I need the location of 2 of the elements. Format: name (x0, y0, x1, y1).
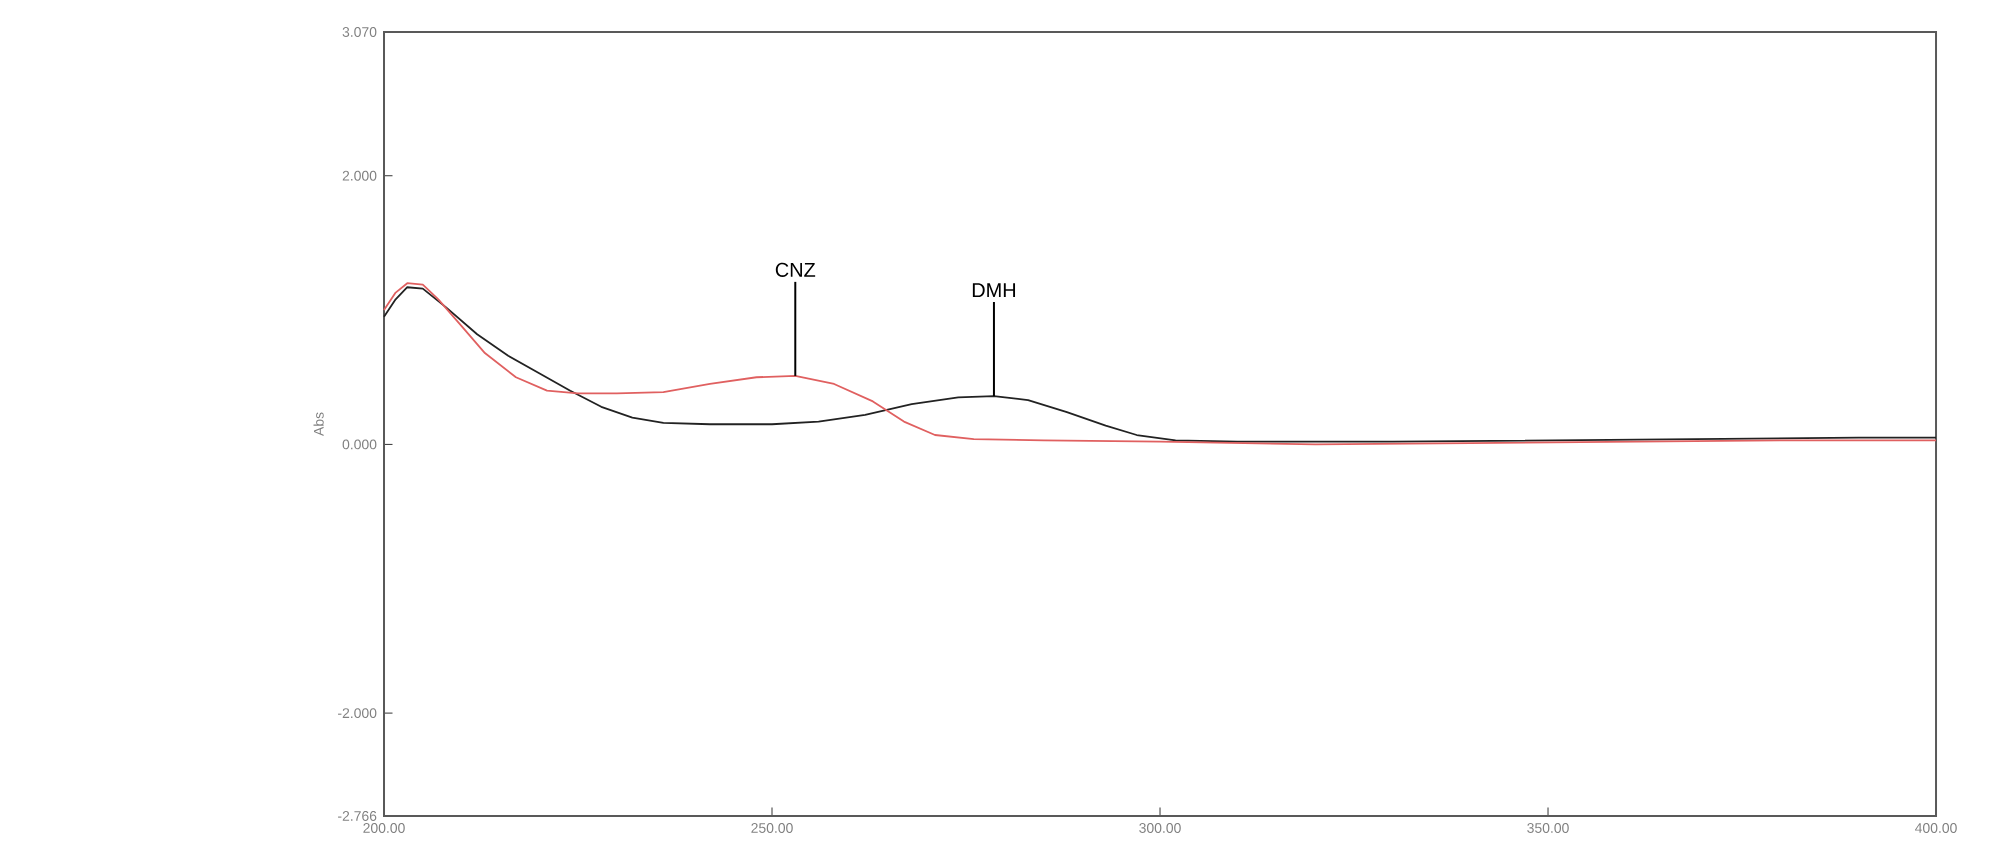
annotation: DMH (972, 283, 1016, 298)
annotation: CNZ (775, 262, 816, 277)
